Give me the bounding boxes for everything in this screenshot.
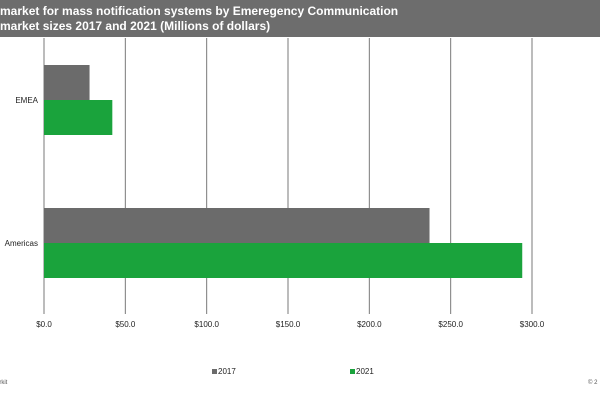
- legend-label-2017: 2017: [218, 367, 236, 376]
- x-tick-label: $0.0: [36, 320, 52, 329]
- x-tick-label: $100.0: [194, 320, 219, 329]
- x-tick-label: $200.0: [357, 320, 382, 329]
- category-label: Americas: [5, 239, 38, 248]
- footer-source: arkit: [0, 380, 8, 386]
- legend-label-2021: 2021: [356, 367, 374, 376]
- x-tick-label: $300.0: [520, 320, 545, 329]
- bar-emea-2017: [44, 65, 90, 100]
- bar-americas-2017: [44, 208, 430, 243]
- bar-americas-2021: [44, 243, 523, 278]
- legend-swatch-2017: [212, 369, 217, 374]
- x-tick-label: $250.0: [438, 320, 463, 329]
- category-label: EMEA: [15, 96, 38, 105]
- footer-copyright: © 2: [588, 380, 598, 386]
- chart-title-line-1: e market for mass notification systems b…: [0, 4, 399, 18]
- chart-title-bar: e market for mass notification systems b…: [0, 0, 600, 37]
- chart-title-line-2: e market sizes 2017 and 2021 (Millions o…: [0, 19, 271, 33]
- x-tick-label: $150.0: [276, 320, 301, 329]
- legend-swatch-2021: [350, 369, 355, 374]
- bar-emea-2021: [44, 100, 113, 135]
- x-tick-label: $50.0: [115, 320, 136, 329]
